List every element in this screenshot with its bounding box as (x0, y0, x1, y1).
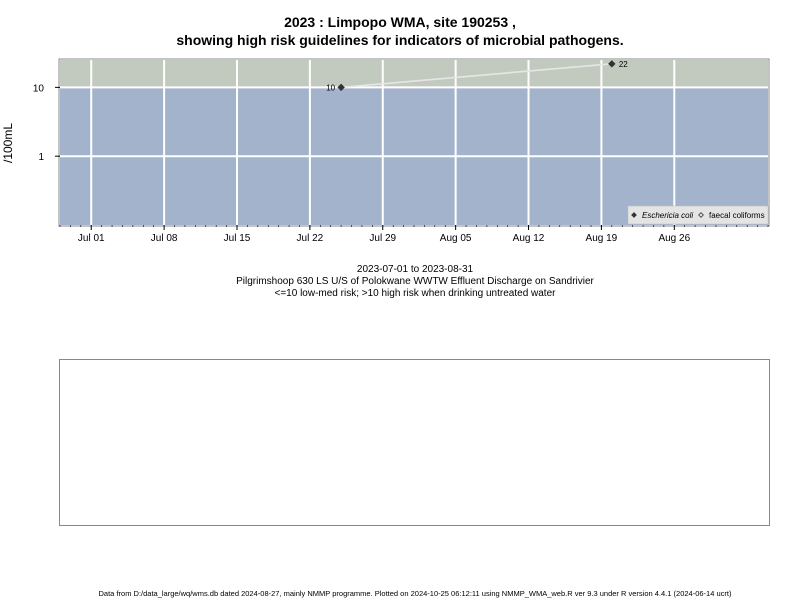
x-tick-label: Aug 12 (513, 233, 545, 244)
high-risk-band (60, 60, 768, 88)
legend-label: faecal coliforms (709, 211, 765, 220)
x-tick-label: Aug 19 (586, 233, 618, 244)
data-point (608, 60, 616, 68)
legend-marker (631, 212, 637, 218)
x-tick-label: Jul 01 (78, 233, 105, 244)
legend-marker (698, 212, 704, 218)
risk-note: <=10 low-med risk; >10 high risk when dr… (274, 288, 556, 299)
y-tick-label: 10 (33, 83, 45, 94)
risk-chart: Jul 01 Jul 08 Jul 15 Jul 22 Jul 29 Aug 05 Aug … (33, 58, 770, 244)
x-tick-label: Jul 22 (297, 233, 324, 244)
footer-note: Data from D:/data_large/wq/wms.db dated … (98, 589, 732, 598)
x-tick-label: Jul 08 (151, 233, 178, 244)
empty-plot-panel (59, 359, 770, 526)
legend-box (627, 205, 769, 225)
date-range: 2023-07-01 to 2023-08-31 (356, 264, 474, 275)
data-label: 22 (619, 60, 628, 69)
y-tick-label: 1 (38, 152, 44, 163)
site-description: Pilgrimshoop 630 LS U/S of Polokwane WWT… (236, 276, 594, 287)
x-tick-label: Jul 15 (224, 233, 251, 244)
x-tick-label: Aug 26 (658, 233, 690, 244)
data-point (337, 83, 345, 92)
series-line (341, 63, 612, 89)
legend: Eschericia coli faecal coliforms (627, 205, 769, 225)
x-tick-label: Aug 05 (440, 233, 472, 244)
x-tick-label: Jul 29 (369, 233, 396, 244)
chart-title-line1: 2023 : Limpopo WMA, site 190253 , (284, 14, 516, 30)
chart-title-line2: showing high risk guidelines for indicat… (176, 32, 624, 48)
data-label: 10 (326, 83, 335, 92)
legend-label: Eschericia coli (642, 211, 693, 220)
